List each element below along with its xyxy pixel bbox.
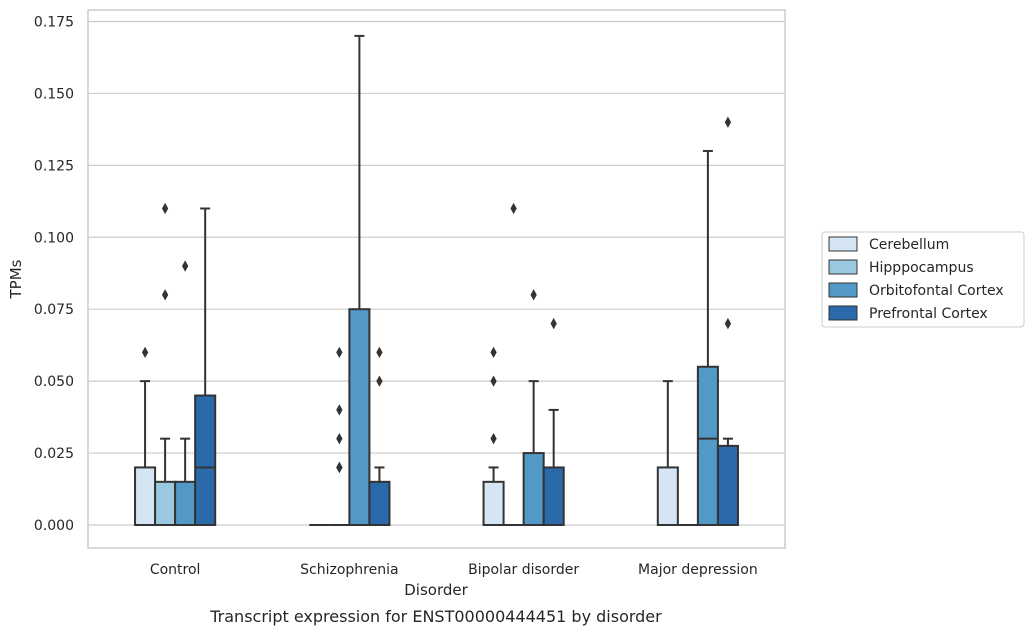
legend-swatch bbox=[828, 305, 858, 321]
box-group bbox=[174, 260, 197, 526]
box-group bbox=[348, 34, 371, 526]
outlier-point bbox=[724, 116, 732, 128]
y-tick-label: 0.000 bbox=[34, 518, 74, 534]
grid-lines bbox=[88, 20, 785, 526]
x-tick-label: Control bbox=[150, 562, 201, 578]
outlier-point bbox=[336, 404, 343, 416]
chart-caption: Transcript expression for ENST0000044445… bbox=[209, 607, 662, 626]
box-body bbox=[716, 444, 739, 526]
outlier-point bbox=[161, 202, 169, 215]
outlier-point bbox=[376, 346, 383, 359]
box-group bbox=[696, 149, 719, 526]
outlier-point bbox=[510, 202, 517, 215]
box-groups bbox=[134, 34, 739, 526]
x-tick-label: Major depression bbox=[638, 562, 758, 578]
box-body bbox=[174, 480, 197, 526]
box-body bbox=[348, 308, 371, 526]
y-tick-label: 0.175 bbox=[34, 15, 74, 31]
y-tick-label: 0.050 bbox=[34, 374, 74, 390]
box-group bbox=[716, 116, 739, 526]
box-group bbox=[542, 317, 565, 526]
box-body bbox=[542, 466, 565, 526]
y-axis-ticks: 0.000 0.025 0.050 0.075 0.100 0.125 0.150 0.175 bbox=[34, 15, 74, 534]
box-body bbox=[696, 365, 719, 526]
box-group bbox=[194, 207, 217, 526]
box-group bbox=[503, 202, 524, 526]
outlier-point bbox=[724, 317, 732, 330]
box-body bbox=[154, 480, 177, 526]
legend-swatch bbox=[828, 259, 858, 275]
box-body bbox=[368, 480, 391, 526]
y-axis-title: TPMs bbox=[7, 259, 25, 299]
outlier-point bbox=[336, 433, 343, 445]
x-axis-title: Disorder bbox=[404, 581, 468, 599]
box-group bbox=[368, 346, 391, 526]
outlier-point bbox=[161, 289, 169, 301]
legend-frame bbox=[821, 231, 1025, 328]
y-tick-label: 0.100 bbox=[34, 230, 74, 246]
y-tick-label: 0.125 bbox=[34, 158, 74, 174]
y-tick-label: 0.150 bbox=[34, 86, 74, 102]
outlier-point bbox=[530, 289, 537, 301]
outlier-point bbox=[490, 375, 497, 387]
outlier-point bbox=[490, 346, 497, 359]
legend-label: Orbitofontal Cortex bbox=[869, 283, 1004, 299]
box-group bbox=[482, 346, 505, 526]
box-body bbox=[194, 394, 217, 526]
box-body bbox=[482, 480, 505, 526]
x-axis-ticks: Control Schizophrenia Bipolar disorder Majo… bbox=[150, 562, 758, 578]
legend-label: Prefrontal Cortex bbox=[869, 306, 988, 322]
outlier-point bbox=[490, 433, 497, 445]
box-group bbox=[656, 380, 679, 526]
outlier-point bbox=[181, 260, 189, 272]
x-tick-label: Schizophrenia bbox=[300, 562, 398, 578]
legend-label: Cerebellum bbox=[869, 237, 949, 253]
extra-outliers bbox=[336, 404, 343, 474]
y-tick-label: 0.025 bbox=[34, 446, 74, 462]
box-group bbox=[522, 289, 545, 526]
outlier-point bbox=[336, 346, 343, 359]
legend-label: Hipppocampus bbox=[869, 260, 974, 276]
box-group bbox=[134, 346, 157, 526]
x-tick-label: Bipolar disorder bbox=[468, 562, 579, 578]
outlier-point bbox=[141, 346, 149, 359]
outlier-point bbox=[550, 317, 557, 330]
box-body bbox=[134, 466, 157, 526]
outlier-point bbox=[336, 461, 343, 474]
legend-swatch bbox=[828, 282, 858, 298]
box-group bbox=[154, 202, 177, 526]
y-tick-label: 0.075 bbox=[34, 302, 74, 318]
plot-frame bbox=[87, 9, 786, 549]
legend: Cerebellum Hipppocampus Orbitofontal Corte… bbox=[821, 231, 1025, 328]
outlier-point bbox=[376, 375, 383, 387]
box-body bbox=[522, 452, 545, 526]
box-body bbox=[656, 466, 679, 526]
legend-swatch bbox=[828, 236, 858, 252]
